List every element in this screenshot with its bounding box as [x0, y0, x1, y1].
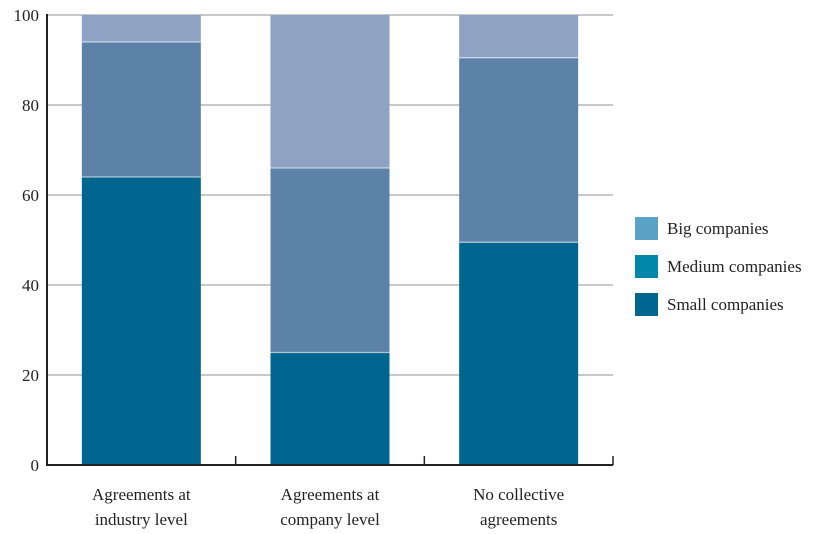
y-tick-label: 80 [22, 96, 39, 115]
bar-segment [459, 15, 579, 58]
bars [81, 15, 579, 465]
bar-segment [459, 57, 579, 243]
bar-segment [81, 15, 201, 42]
legend-swatch [635, 217, 658, 240]
y-tick-label: 100 [14, 6, 40, 25]
legend-label: Medium companies [667, 257, 802, 276]
x-tick-label: Agreements at [281, 485, 380, 504]
bar-segment [270, 15, 390, 168]
y-tick-label: 60 [22, 186, 39, 205]
legend-label: Small companies [667, 295, 784, 314]
x-tick-label: Agreements at [92, 485, 191, 504]
y-tick-label: 20 [22, 366, 39, 385]
bar-segment [81, 42, 201, 177]
legend-swatch [635, 255, 658, 278]
bar-segment [459, 242, 579, 465]
x-tick-label: No collective [473, 485, 564, 504]
bar-segment [81, 177, 201, 465]
legend-swatch [635, 293, 658, 316]
legend: Big companies Medium companies Small compa… [635, 217, 802, 316]
legend-label: Big companies [667, 219, 769, 238]
x-tick-label: industry level [95, 510, 188, 529]
bar-segment [270, 168, 390, 353]
y-tick-label: 40 [22, 276, 39, 295]
x-tick-label: agreements [480, 510, 557, 529]
y-tick-label: 0 [31, 456, 40, 475]
axes: 0 20 40 60 80 100 Agreements at industry level A… [14, 6, 614, 529]
x-tick-label: company level [280, 510, 380, 529]
bar-segment [270, 352, 390, 465]
